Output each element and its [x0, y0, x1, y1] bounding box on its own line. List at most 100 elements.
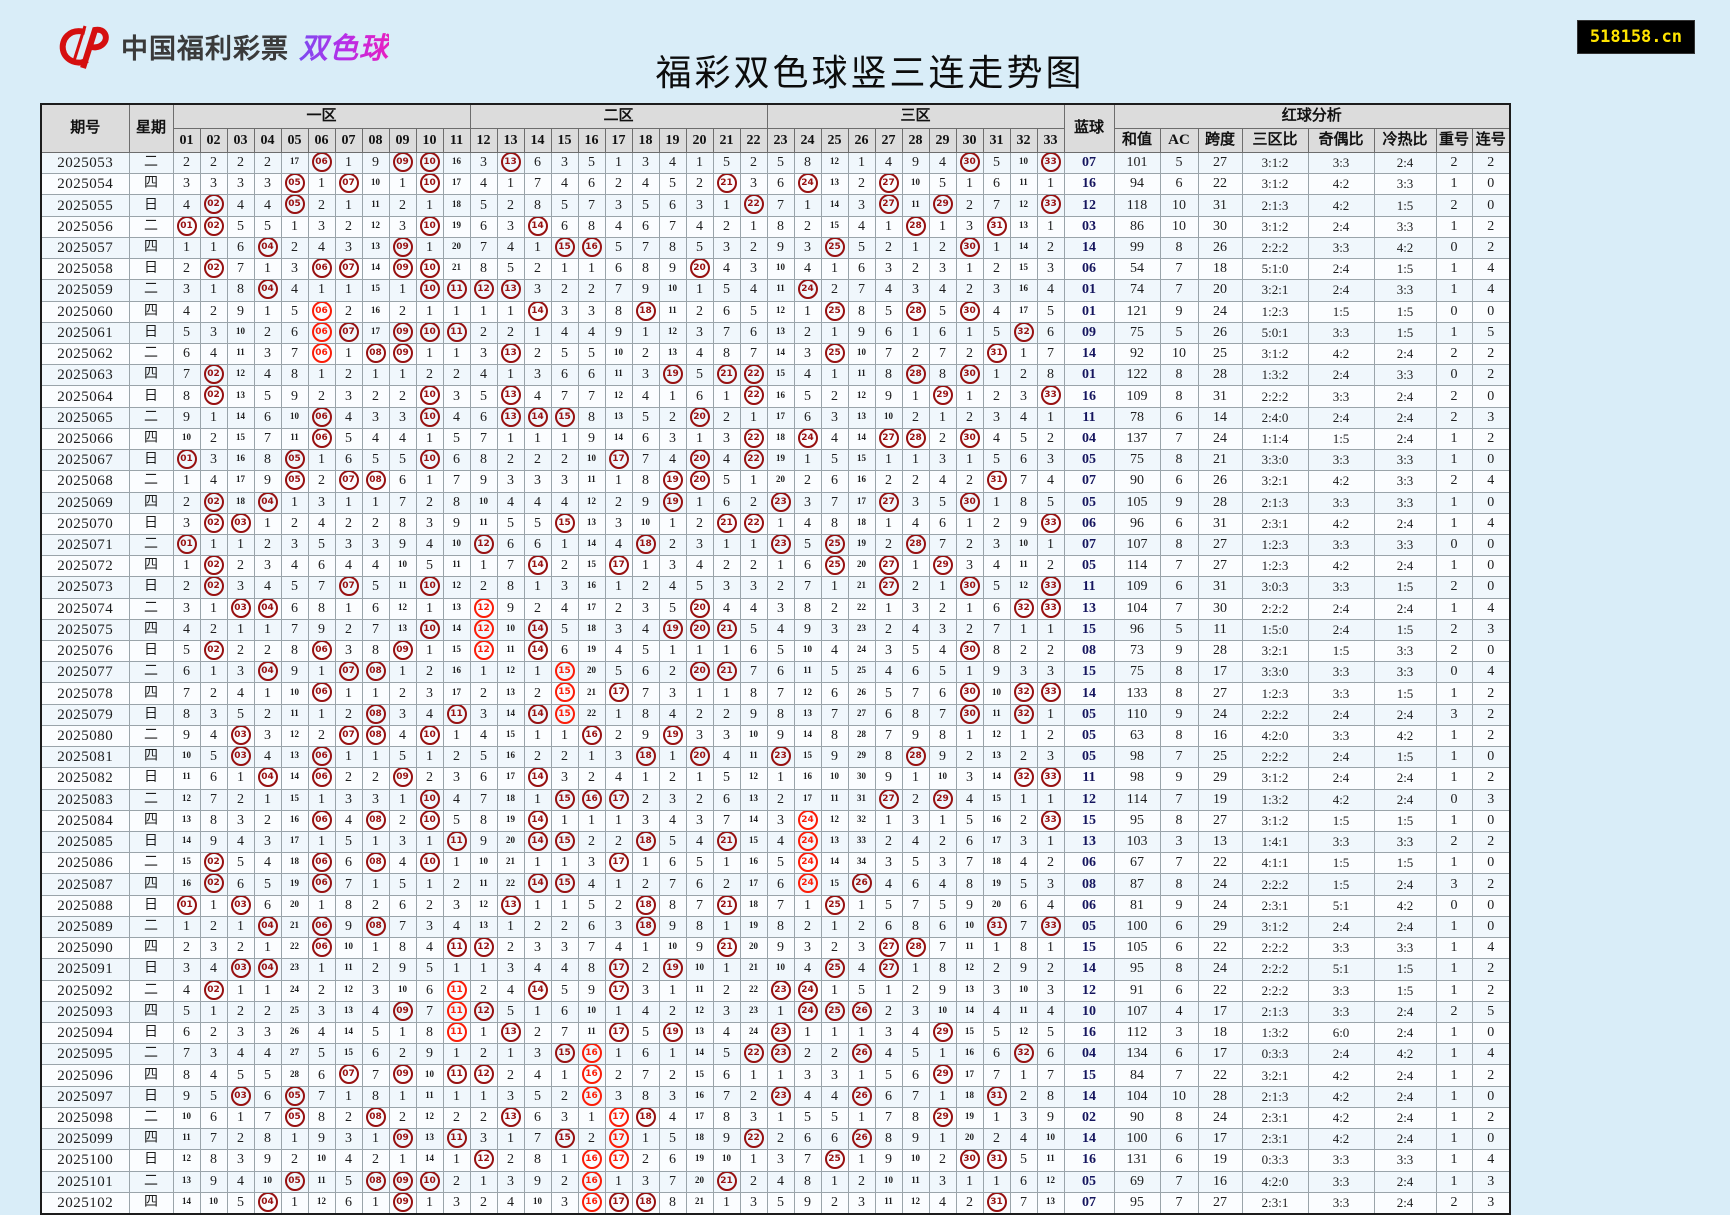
span-value: 20	[1197, 279, 1243, 302]
week-value: 日	[128, 1149, 174, 1172]
ball-cell: 4	[496, 491, 525, 514]
miss-count: 3	[183, 515, 190, 531]
miss-count: 7	[642, 239, 649, 255]
span-value: 22	[1197, 979, 1243, 1002]
miss-count: 11	[290, 431, 299, 442]
zone-ratio-value: 3:3:0	[1241, 449, 1309, 472]
ball-cell: 5	[712, 279, 741, 302]
red-ball-hit: 29	[932, 195, 953, 215]
miss-count: 6	[669, 197, 676, 213]
ball-cell: 1	[550, 809, 579, 833]
miss-count: 1	[507, 367, 514, 383]
ball-cell: 3	[820, 1064, 849, 1087]
period-value: 2025071	[40, 533, 130, 557]
miss-count: 21	[452, 262, 461, 273]
ball-cell: 15	[496, 724, 525, 748]
period-value: 2025096	[40, 1064, 130, 1087]
miss-count: 11	[587, 474, 596, 485]
miss-count: 1	[534, 664, 541, 680]
miss-count: 1	[723, 643, 730, 659]
miss-count: 1	[237, 982, 244, 998]
miss-count: 2	[372, 897, 379, 913]
ball-cell: 17	[442, 682, 471, 705]
red-ball-hit: 30	[959, 641, 980, 661]
sum-value: 107	[1113, 1000, 1161, 1023]
red-ball-hit: 21	[716, 938, 737, 958]
red-ball-hit: 19	[662, 493, 683, 512]
ball-cell: 7	[739, 661, 768, 684]
odd-even-value: 3:3	[1307, 385, 1375, 408]
miss-count: 12	[1046, 1174, 1055, 1185]
ball-cell: 19	[766, 449, 795, 472]
ball-cell: 9	[658, 915, 687, 939]
zone-ratio-value: 2:3:1	[1241, 894, 1309, 917]
ball-cell: 1	[1036, 618, 1065, 642]
ball-cell: 5	[658, 830, 687, 854]
miss-count: 10	[641, 516, 650, 527]
ball-cell: 6	[820, 470, 849, 493]
ball-cell: 3	[604, 915, 633, 939]
ball-cell: 3	[982, 533, 1011, 557]
consecutive-value: 2	[1471, 703, 1511, 726]
odd-even-value: 3:3	[1307, 449, 1375, 472]
miss-count: 8	[1047, 1088, 1054, 1104]
miss-count: 4	[831, 643, 838, 659]
consecutive-value: 4	[1471, 470, 1511, 493]
ball-cell: 4	[928, 151, 957, 175]
ball-cell: 1	[658, 512, 687, 535]
miss-count: 7	[642, 452, 649, 468]
miss-count: 3	[318, 494, 325, 510]
miss-count: 13	[425, 1132, 434, 1143]
ball-cell: 1	[712, 682, 741, 705]
ball-cell: 4	[820, 1085, 849, 1108]
miss-count: 4	[669, 452, 676, 468]
week-value: 四	[128, 300, 174, 323]
ball-cell: 03	[226, 894, 255, 917]
miss-count: 14	[830, 198, 839, 209]
blue-ball-value: 08	[1063, 640, 1115, 663]
miss-count: 3	[453, 388, 460, 404]
ball-cell: 4	[253, 1043, 282, 1066]
ball-cell: 3	[658, 788, 687, 811]
miss-count: 8	[183, 1067, 190, 1083]
miss-count: 5	[696, 579, 703, 595]
red-ball-hit: 09	[392, 1065, 413, 1085]
ball-cell: 4	[307, 512, 336, 535]
ball-cell: 9	[334, 915, 363, 939]
miss-count: 4	[777, 1173, 784, 1189]
miss-count: 12	[1019, 1026, 1028, 1037]
miss-count: 6	[831, 685, 838, 701]
ball-cell: 19	[739, 915, 768, 939]
ball-cell: 1	[604, 470, 633, 493]
miss-count: 8	[480, 452, 487, 468]
consecutive-value: 4	[1471, 1043, 1511, 1066]
ball-cell: 5	[901, 1043, 930, 1066]
sum-value: 114	[1113, 788, 1161, 811]
red-ball-hit: 22	[743, 514, 764, 533]
miss-count: 5	[993, 1025, 1000, 1041]
miss-count: 3	[345, 643, 352, 659]
ball-cell: 24	[793, 173, 822, 196]
miss-count: 2	[804, 1046, 811, 1062]
miss-count: 5	[858, 982, 865, 998]
red-ball-hit: 06	[311, 683, 332, 703]
ball-cell: 9	[766, 724, 795, 748]
ball-cell: 2	[658, 661, 687, 684]
ball-cell: 4	[253, 194, 282, 217]
ball-cell: 19	[982, 873, 1011, 896]
ball-cell: 6	[631, 215, 660, 238]
red-ball-hit: 10	[419, 259, 440, 279]
ball-cell: 22	[280, 937, 309, 960]
ball-cell: 14	[523, 215, 552, 238]
miss-count: 5	[777, 855, 784, 871]
col-ball-28: 28	[901, 128, 930, 153]
miss-count: 5	[534, 1088, 541, 1104]
blue-ball-value: 16	[1063, 173, 1115, 196]
ball-cell: 3	[1036, 661, 1065, 684]
ball-cell: 2	[199, 427, 228, 451]
ball-cell: 10	[901, 1149, 930, 1172]
ball-cell: 11	[172, 767, 201, 790]
cold-hot-value: 1:5	[1373, 618, 1437, 642]
ball-cell: 24	[280, 979, 309, 1002]
table-row: 2025077 二 6 1 3 04 9 1 07 08 1 2 16 1 12 1 15 20 5 6 2 20 21 7 6…	[40, 661, 1511, 684]
